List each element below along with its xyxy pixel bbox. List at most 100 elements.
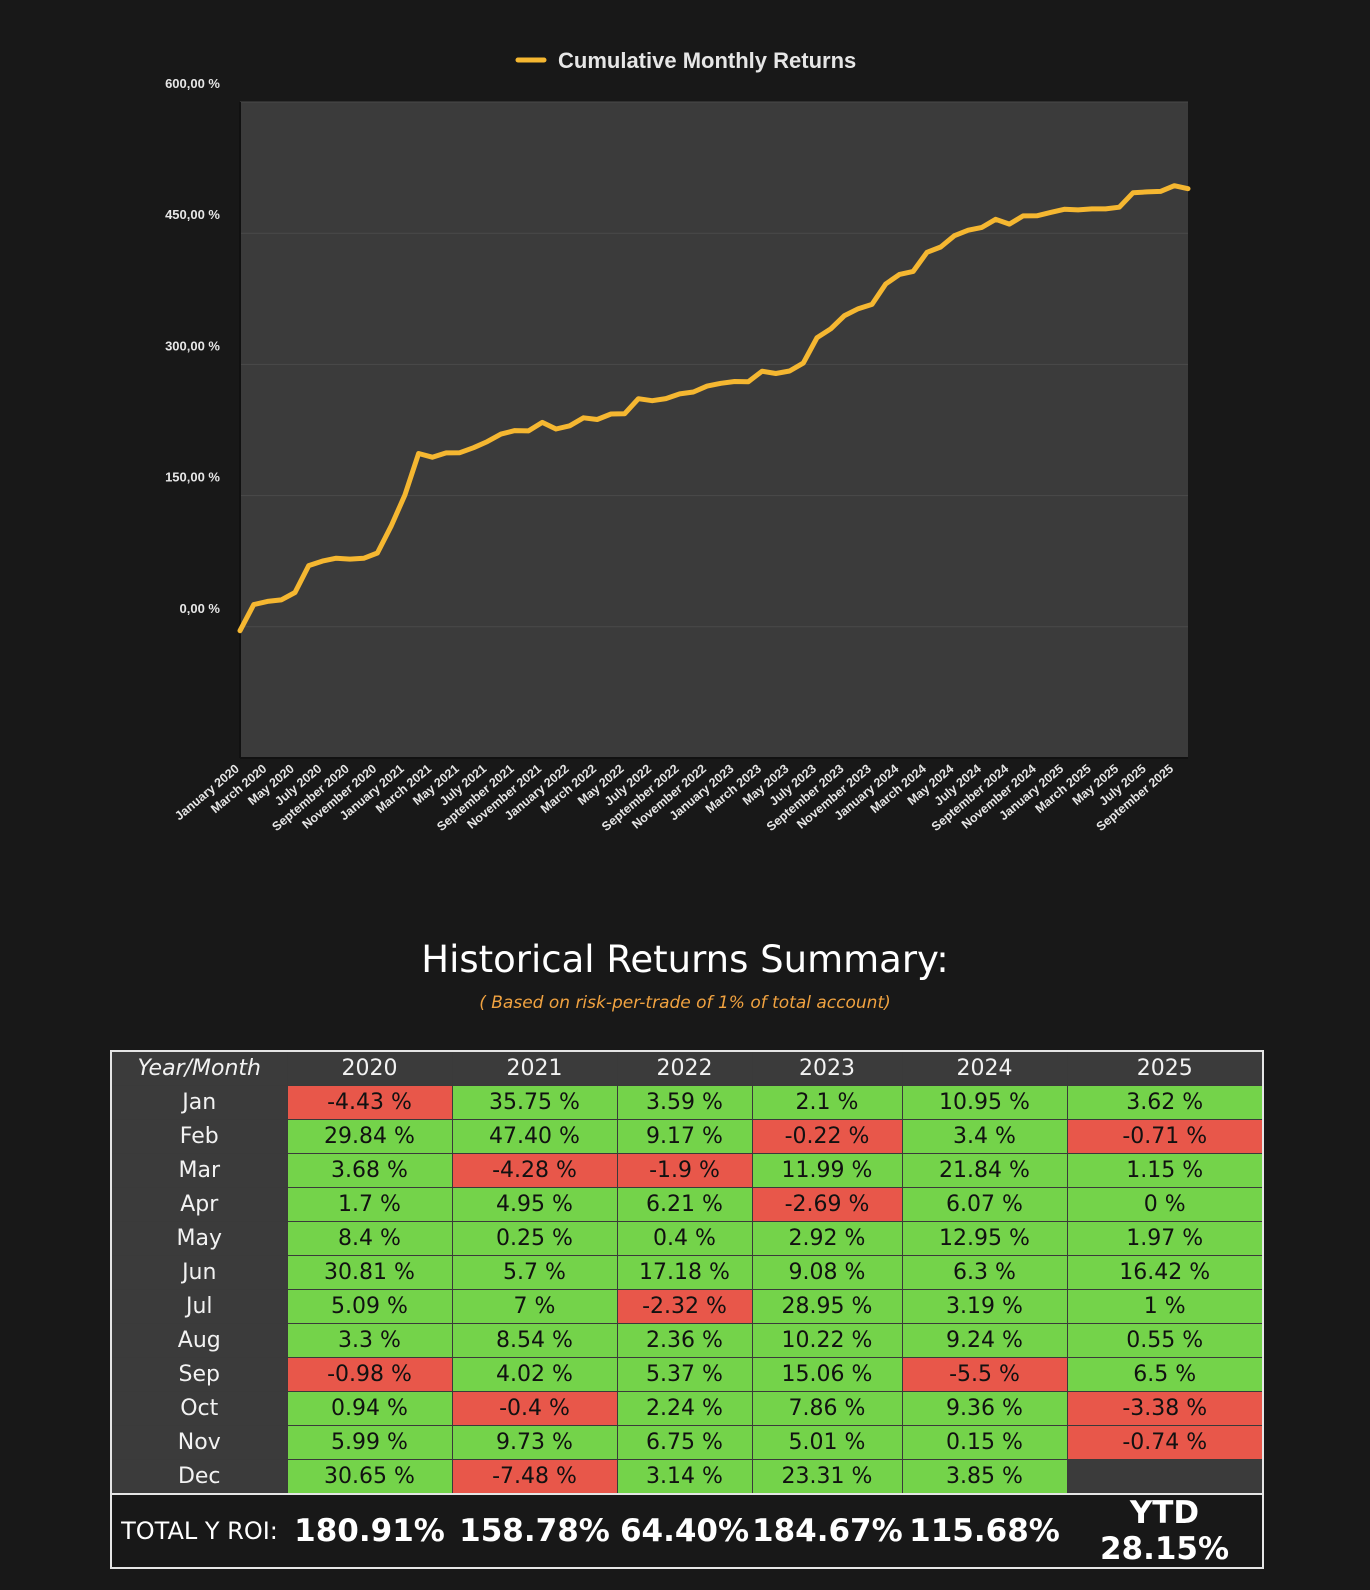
return-cell: 21.84 % xyxy=(901,1153,1068,1188)
data-point xyxy=(430,455,435,460)
data-point xyxy=(1007,221,1012,227)
return-cell: 9.24 % xyxy=(901,1323,1068,1358)
month-label: Mar xyxy=(110,1153,288,1188)
return-cell: 16.42 % xyxy=(1066,1255,1264,1290)
chart-legend: Cumulative Monthly Returns xyxy=(515,48,856,73)
return-cell: 11.99 % xyxy=(751,1153,903,1188)
return-cell: 5.37 % xyxy=(616,1357,753,1392)
table-row: May 8.4 % 0.25 % 0.4 % 2.92 % 12.95 % 1.97 % xyxy=(110,1221,1264,1256)
data-point xyxy=(869,302,875,307)
data-point xyxy=(1172,183,1177,188)
return-cell: 0.94 % xyxy=(286,1391,453,1426)
data-point xyxy=(320,558,325,564)
data-point xyxy=(746,379,751,384)
return-cell: 6.21 % xyxy=(616,1187,753,1222)
return-cell: 28.95 % xyxy=(751,1289,903,1324)
summary-subtitle: ( Based on risk-per-trade of 1% of total… xyxy=(479,993,891,1013)
total-row: TOTAL Y ROI: 180.91% 158.78% 64.40% 184.… xyxy=(111,1493,1263,1568)
return-cell: 0.15 % xyxy=(901,1425,1068,1460)
total-value: 64.40% xyxy=(617,1493,752,1568)
data-point xyxy=(553,426,559,432)
return-cell: 17.18 % xyxy=(616,1255,753,1290)
month-label: Nov xyxy=(110,1425,288,1460)
return-cell: 2.36 % xyxy=(616,1323,753,1358)
table-row: Jun 30.81 % 5.7 % 17.18 % 9.08 % 6.3 % 16.42 % xyxy=(110,1255,1264,1290)
table-row: Jan -4.43 % 35.75 % 3.59 % 2.1 % 10.95 % 3.62 … xyxy=(110,1085,1264,1120)
return-cell: 3.85 % xyxy=(901,1459,1068,1495)
return-cell: 3.4 % xyxy=(901,1119,1068,1154)
data-point xyxy=(361,556,366,561)
plot-area xyxy=(240,102,1188,758)
return-cell: 1.7 % xyxy=(286,1187,453,1222)
data-point xyxy=(1089,206,1095,212)
data-point xyxy=(443,450,449,456)
data-point xyxy=(265,599,270,604)
table-row: Oct 0.94 % -0.4 % 2.24 % 7.86 % 9.36 % -3.38 % xyxy=(110,1391,1264,1426)
return-cell: 4.02 % xyxy=(451,1357,618,1392)
return-cell: 9.17 % xyxy=(616,1119,753,1154)
return-cell: 3.68 % xyxy=(286,1153,453,1188)
data-point xyxy=(595,417,600,422)
data-point xyxy=(347,556,353,562)
data-point xyxy=(718,381,724,386)
return-cell: -0.4 % xyxy=(451,1391,618,1426)
return-cell: 2.92 % xyxy=(751,1221,903,1256)
data-point xyxy=(636,396,641,401)
return-cell: 6.3 % xyxy=(901,1255,1068,1290)
data-point xyxy=(691,389,696,395)
table-row: Mar 3.68 % -4.28 % -1.9 % 11.99 % 21.84 % 1.15… xyxy=(110,1153,1264,1188)
data-point xyxy=(375,550,380,556)
total-value: YTD 28.15% xyxy=(1067,1493,1263,1568)
data-point xyxy=(787,368,792,374)
return-cell: 9.08 % xyxy=(751,1255,903,1290)
data-point xyxy=(773,371,779,376)
return-cell: 4.95 % xyxy=(451,1187,618,1222)
y-tick-label: 600,00 % xyxy=(165,76,220,91)
return-cell: 0 % xyxy=(1066,1187,1264,1222)
return-cell: 7.86 % xyxy=(751,1391,903,1426)
return-cell: -2.69 % xyxy=(751,1187,903,1222)
y-tick-label: 300,00 % xyxy=(165,338,220,353)
return-cell: 35.75 % xyxy=(451,1085,618,1120)
data-point xyxy=(471,445,476,450)
return-cell: -0.98 % xyxy=(286,1357,453,1392)
return-cell: 6.07 % xyxy=(901,1187,1068,1222)
data-point xyxy=(457,450,463,455)
return-cell: 1 % xyxy=(1066,1289,1264,1324)
return-cell: -0.22 % xyxy=(751,1119,903,1154)
table-row: Aug 3.3 % 8.54 % 2.36 % 10.22 % 9.24 % 0.55 % xyxy=(110,1323,1264,1358)
month-label: Sep xyxy=(110,1357,288,1392)
year-header: 2025 xyxy=(1066,1050,1264,1086)
return-cell: -7.48 % xyxy=(451,1459,618,1495)
data-point xyxy=(1185,186,1191,191)
data-point xyxy=(526,428,531,434)
table-header-row: Year/Month 2020 2021 2022 2023 2024 2025 xyxy=(110,1050,1264,1086)
return-cell: 2.1 % xyxy=(751,1085,903,1120)
return-cell: 6.75 % xyxy=(616,1425,753,1460)
y-tick-label: 450,00 % xyxy=(165,207,220,222)
return-cell: 9.73 % xyxy=(451,1425,618,1460)
data-point xyxy=(608,411,614,417)
total-value: 184.67% xyxy=(752,1493,903,1568)
data-point xyxy=(1103,206,1108,212)
data-point xyxy=(814,335,820,340)
data-point xyxy=(1075,207,1081,213)
data-point xyxy=(663,396,669,401)
data-point xyxy=(333,556,339,561)
data-point xyxy=(512,428,517,433)
return-cell: 1.97 % xyxy=(1066,1221,1264,1256)
return-cell: 9.36 % xyxy=(901,1391,1068,1426)
return-cell: 10.22 % xyxy=(751,1323,903,1358)
return-cell: 8.54 % xyxy=(451,1323,618,1358)
data-point xyxy=(1144,189,1149,195)
data-point xyxy=(649,398,655,403)
return-cell: 15.06 % xyxy=(751,1357,903,1392)
return-cell: 3.62 % xyxy=(1066,1085,1264,1120)
data-point xyxy=(402,492,408,498)
return-cell: 3.14 % xyxy=(616,1459,753,1495)
return-cell: 1.15 % xyxy=(1066,1153,1264,1188)
year-header: 2020 xyxy=(286,1050,453,1086)
data-point xyxy=(732,379,737,384)
return-cell: 5.7 % xyxy=(451,1255,618,1290)
return-cell: 2.24 % xyxy=(616,1391,753,1426)
